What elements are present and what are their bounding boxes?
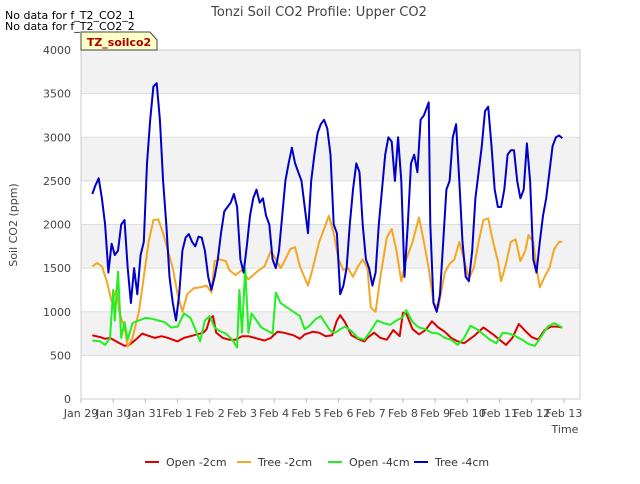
x-tick-label: Feb 11 xyxy=(481,407,518,420)
y-tick-label: 1500 xyxy=(43,262,71,275)
gridlines xyxy=(81,49,580,400)
background-band xyxy=(81,224,580,269)
background-bands xyxy=(81,50,580,356)
x-axis-label: Time xyxy=(551,423,579,436)
series-line-tree-4cm xyxy=(91,82,563,322)
y-tick-label: 500 xyxy=(50,349,71,362)
chart-title: Tonzi Soil CO2 Profile: Upper CO2 xyxy=(210,5,427,20)
y-tick-label: 2000 xyxy=(43,219,71,232)
legend-label: Open -2cm xyxy=(166,456,227,469)
x-tick-label: Feb 9 xyxy=(420,407,450,420)
series-line-open-4cm xyxy=(92,267,563,349)
x-tick-label: Feb 8 xyxy=(388,407,418,420)
legend-label: Open -4cm xyxy=(349,456,410,469)
site-label-background xyxy=(80,31,158,51)
legend-label: Tree -4cm xyxy=(434,456,489,469)
x-tick-label: Feb 4 xyxy=(259,407,289,420)
legend-label: Tree -2cm xyxy=(257,456,312,469)
x-tick-label: Feb 10 xyxy=(449,407,486,420)
series-lines xyxy=(91,82,563,349)
plot-frame xyxy=(80,49,581,400)
y-tick-label: 3000 xyxy=(43,131,71,144)
y-tick-labels: 0 500 1000 1500 2000 2500 3000 3500 4000 xyxy=(43,44,71,406)
x-tick-label: Feb 12 xyxy=(513,407,550,420)
x-tick-label: Feb 7 xyxy=(356,407,386,420)
x-tick-label: Jan 30 xyxy=(95,407,130,420)
y-tick-label: 4000 xyxy=(43,44,71,57)
site-label-box: TZ_soilco2 xyxy=(80,31,158,51)
x-tick-label: Feb 13 xyxy=(545,407,582,420)
x-tick-label: Feb 3 xyxy=(227,407,257,420)
y-axis-label: Soil CO2 (ppm) xyxy=(7,183,20,266)
legend: Open -2cm Tree -2cm Open -4cm Tree -4cm xyxy=(145,456,489,469)
no-data-note-1: No data for f_T2_CO2_1 xyxy=(5,9,135,22)
no-data-note-2: No data for f_T2_CO2_2 xyxy=(5,20,135,33)
x-tick-label: Feb 6 xyxy=(324,407,354,420)
background-band xyxy=(81,50,580,94)
y-tick-label: 1000 xyxy=(43,306,71,319)
y-tick-label: 2500 xyxy=(43,175,71,188)
x-tick-label: Feb 1 xyxy=(163,407,193,420)
site-label: TZ_soilco2 xyxy=(87,36,151,49)
x-tick-label: Jan 29 xyxy=(63,407,98,420)
y-tick-label: 0 xyxy=(64,393,71,406)
y-tick-label: 3500 xyxy=(43,88,71,101)
x-tick-label: Feb 2 xyxy=(195,407,225,420)
x-tick-label: Jan 31 xyxy=(127,407,162,420)
x-tick-label: Feb 5 xyxy=(291,407,321,420)
series-line-open-2cm xyxy=(92,311,563,347)
background-band xyxy=(81,311,580,356)
